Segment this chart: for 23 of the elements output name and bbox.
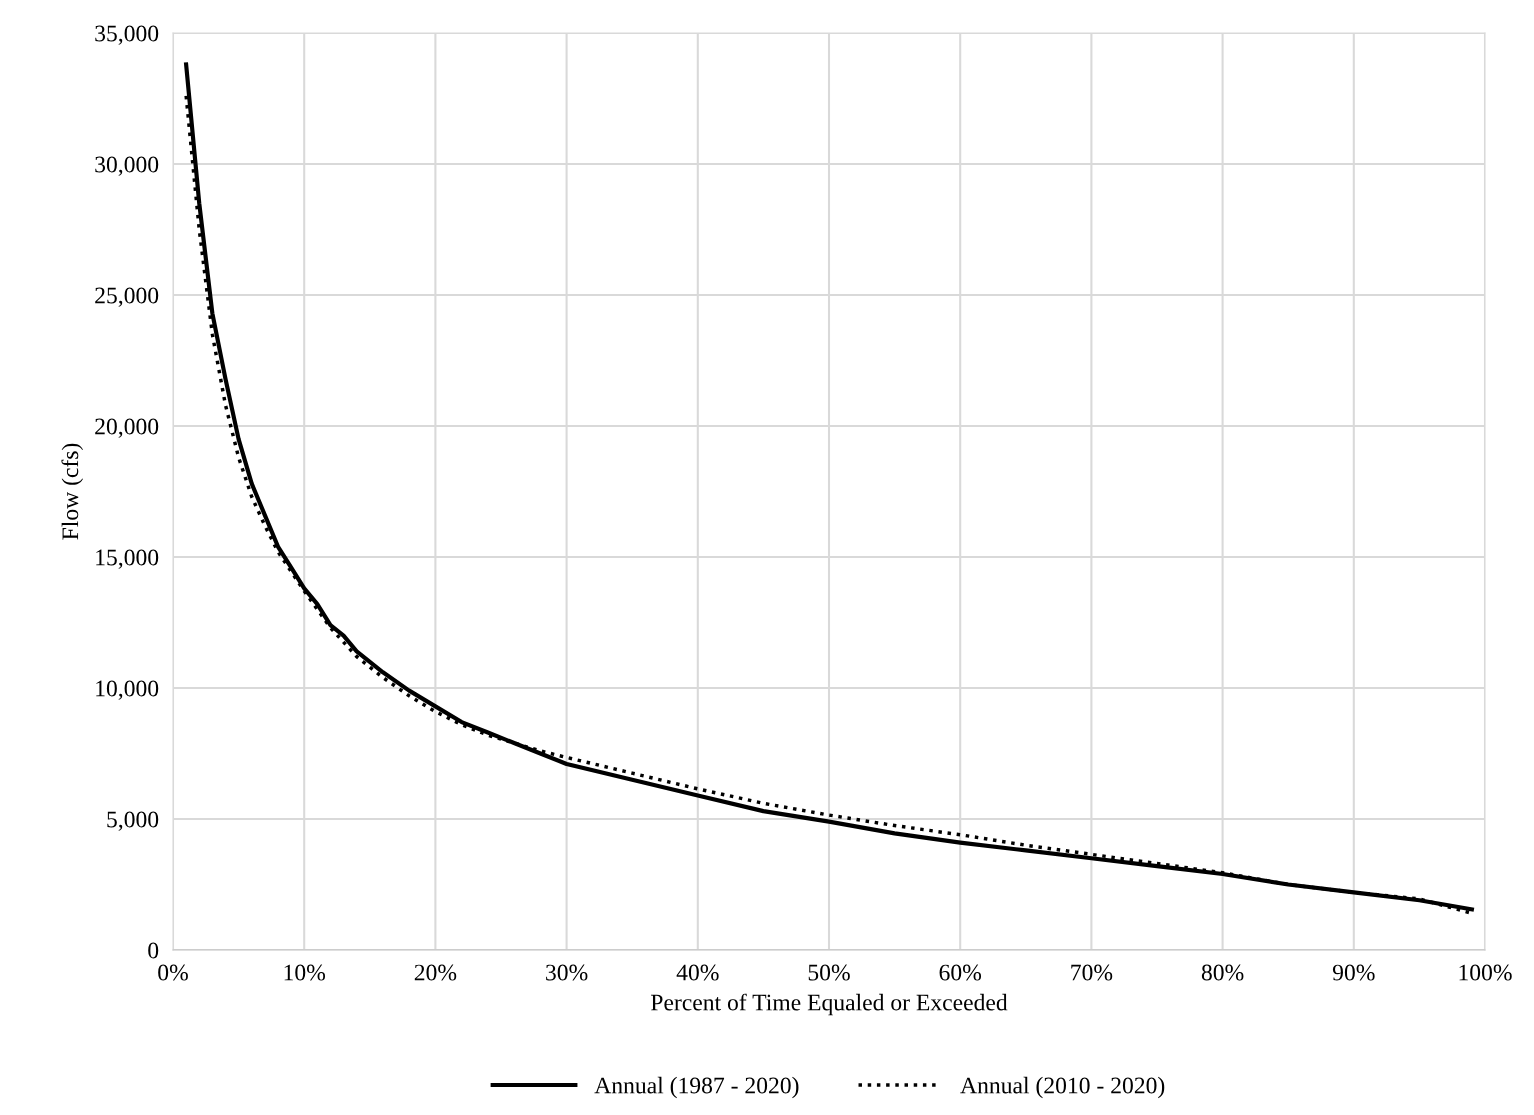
x-tick-label: 90% bbox=[1332, 964, 1375, 981]
y-tick-label: 25,000 bbox=[95, 287, 159, 307]
y-tick-label: 0 bbox=[148, 942, 159, 959]
x-tick-label: 20% bbox=[414, 964, 457, 981]
x-tick-label: 70% bbox=[1071, 964, 1113, 981]
y-tick-label: 20,000 bbox=[95, 418, 159, 438]
x-tick-label: 40% bbox=[676, 964, 719, 981]
x-tick-label: 10% bbox=[284, 964, 326, 981]
y-tick-label: 10,000 bbox=[96, 680, 159, 700]
y-tick-label: 35,000 bbox=[95, 25, 159, 45]
x-axis-title: Percent of Time Equaled or Exceeded bbox=[651, 993, 1008, 1016]
x-tick-label: 50% bbox=[808, 964, 850, 981]
y-axis-title: Flow (cfs) bbox=[61, 443, 84, 540]
legend-label: Annual (2010 - 2020) bbox=[960, 1076, 1165, 1099]
x-tick-label: 100% bbox=[1459, 964, 1512, 981]
y-tick-label: 15,000 bbox=[96, 549, 159, 569]
y-tick-label: 30,000 bbox=[95, 156, 159, 176]
x-tick-label: 80% bbox=[1201, 964, 1244, 981]
legend-label: Annual (1987 - 2020) bbox=[594, 1076, 799, 1099]
x-tick-label: 0% bbox=[158, 964, 188, 981]
x-tick-label: 60% bbox=[939, 964, 982, 981]
y-tick-label: 5,000 bbox=[107, 811, 159, 831]
x-tick-label: 30% bbox=[546, 964, 588, 981]
